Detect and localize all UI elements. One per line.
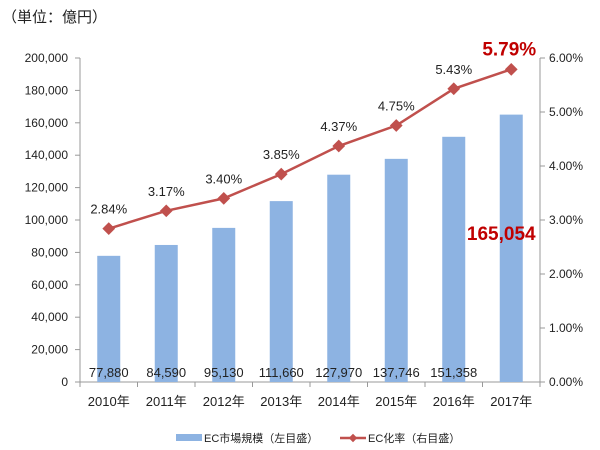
bar bbox=[499, 114, 523, 382]
line-data-label: 5.43% bbox=[435, 62, 472, 77]
bar-data-label: 95,130 bbox=[204, 365, 244, 380]
legend: EC市場規模（左目盛） EC化率（右目盛） bbox=[176, 431, 460, 445]
x-tick-label: 2011年 bbox=[146, 394, 187, 409]
bar-data-label: 137,746 bbox=[373, 365, 420, 380]
x-tick-label: 2015年 bbox=[375, 394, 417, 409]
bar-data-label-highlight: 165,054 bbox=[467, 224, 536, 245]
bar bbox=[384, 158, 408, 382]
line-marker bbox=[217, 192, 231, 205]
left-tick-label: 80,000 bbox=[31, 245, 68, 259]
legend-bar-label: EC市場規模（左目盛） bbox=[204, 431, 318, 445]
line-marker bbox=[159, 204, 173, 218]
x-tick-label: 2014年 bbox=[318, 394, 360, 409]
line-data-label: 3.85% bbox=[263, 147, 300, 162]
bar bbox=[442, 136, 466, 382]
x-tick-label: 2013年 bbox=[260, 394, 302, 409]
x-tick-label: 2010年 bbox=[88, 394, 130, 409]
line-data-label: 2.84% bbox=[90, 202, 127, 217]
line-marker bbox=[389, 119, 403, 132]
left-tick-label: 120,000 bbox=[25, 181, 69, 195]
line-data-label: 4.75% bbox=[378, 99, 415, 114]
bar bbox=[269, 201, 293, 382]
right-tick-label: 5.00% bbox=[549, 105, 583, 119]
line-marker bbox=[274, 167, 288, 181]
bar bbox=[327, 174, 351, 382]
x-tick-label: 2012年 bbox=[203, 394, 245, 409]
right-tick-label: 4.00% bbox=[549, 159, 583, 173]
left-tick-label: 160,000 bbox=[25, 116, 69, 130]
right-tick-label: 3.00% bbox=[549, 213, 583, 227]
bar-data-label: 111,660 bbox=[259, 365, 304, 380]
left-tick-label: 140,000 bbox=[25, 148, 69, 162]
bar-data-label: 127,970 bbox=[315, 365, 362, 380]
legend-line-marker bbox=[348, 433, 358, 443]
bar bbox=[154, 244, 178, 382]
left-tick-label: 40,000 bbox=[31, 310, 68, 324]
line-data-label: 4.37% bbox=[320, 119, 357, 134]
legend-line-label: EC化率（右目盛） bbox=[368, 431, 460, 445]
bar bbox=[97, 255, 121, 382]
right-tick-label: 2.00% bbox=[549, 267, 583, 281]
left-tick-label: 200,000 bbox=[25, 51, 69, 65]
line-marker bbox=[504, 62, 518, 76]
line-data-label: 3.40% bbox=[205, 171, 242, 186]
line-marker bbox=[332, 139, 346, 153]
unit-label: （単位：億円） bbox=[2, 9, 107, 26]
left-tick-label: 60,000 bbox=[31, 278, 68, 292]
bar-data-label: 151,358 bbox=[430, 365, 477, 380]
line-path bbox=[108, 68, 512, 230]
line-marker bbox=[102, 222, 116, 236]
left-tick-label: 100,000 bbox=[25, 213, 69, 227]
bar-series bbox=[97, 114, 523, 382]
line-data-label-highlight: 5.79% bbox=[482, 39, 536, 60]
right-tick-label: 0.00% bbox=[549, 375, 583, 389]
line-data-label: 3.17% bbox=[148, 184, 185, 199]
x-tick-label: 2016年 bbox=[433, 394, 475, 409]
bar-data-label: 84,590 bbox=[146, 365, 186, 380]
left-tick-label: 180,000 bbox=[25, 83, 69, 97]
left-tick-label: 20,000 bbox=[31, 343, 68, 357]
bar-data-label: 77,880 bbox=[89, 365, 129, 380]
x-tick-label: 2017年 bbox=[490, 394, 532, 409]
data-labels: 77,880 84,590 95,130 111,660 127,970 137,746 1… bbox=[89, 39, 536, 380]
right-tick-label: 1.00% bbox=[549, 321, 583, 335]
line-series bbox=[102, 62, 518, 236]
axes: 0 20,000 40,000 60,000 80,000 100,000 120,000 1… bbox=[25, 51, 584, 409]
legend-bar-swatch bbox=[176, 434, 202, 441]
right-tick-label: 6.00% bbox=[549, 51, 583, 65]
line-marker bbox=[447, 82, 461, 96]
left-tick-label: 0 bbox=[61, 375, 68, 389]
bar bbox=[212, 227, 236, 382]
